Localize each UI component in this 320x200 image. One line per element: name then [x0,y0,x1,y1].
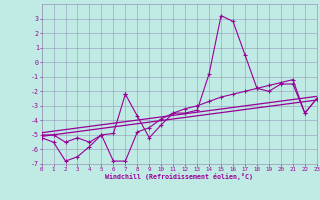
X-axis label: Windchill (Refroidissement éolien,°C): Windchill (Refroidissement éolien,°C) [105,173,253,180]
